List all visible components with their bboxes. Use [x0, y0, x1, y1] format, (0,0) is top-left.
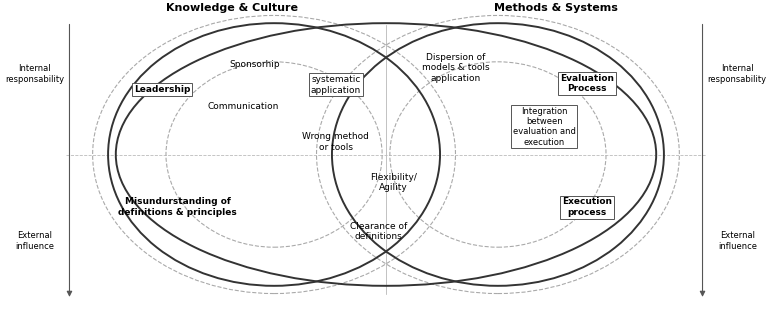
Text: Methods & Systems: Methods & Systems — [494, 3, 618, 13]
Text: Evaluation
Process: Evaluation Process — [560, 74, 614, 93]
Text: Dispersion of
models & tools
application: Dispersion of models & tools application — [422, 53, 489, 83]
Text: Flexibility/
Agility: Flexibility/ Agility — [371, 173, 417, 192]
Text: External
influence: External influence — [15, 231, 54, 251]
Text: Integration
between
evaluation and
execution: Integration between evaluation and execu… — [513, 107, 576, 147]
Text: Execution
process: Execution process — [562, 197, 611, 217]
Text: External
influence: External influence — [718, 231, 757, 251]
Text: Knowledge & Culture: Knowledge & Culture — [166, 3, 297, 13]
Text: Misundurstanding of
definitions & principles: Misundurstanding of definitions & princi… — [118, 197, 237, 217]
Text: Internal
responsability: Internal responsability — [5, 65, 64, 84]
Text: Internal
responsability: Internal responsability — [708, 65, 767, 84]
Text: Sponsorhip: Sponsorhip — [229, 60, 280, 70]
Text: Leadership: Leadership — [134, 85, 191, 94]
Text: Communication: Communication — [208, 102, 279, 111]
Text: Wrong method
or tools: Wrong method or tools — [303, 133, 369, 152]
Text: systematic
application: systematic application — [310, 75, 361, 95]
Text: Clearance of
definitions: Clearance of definitions — [350, 222, 407, 241]
